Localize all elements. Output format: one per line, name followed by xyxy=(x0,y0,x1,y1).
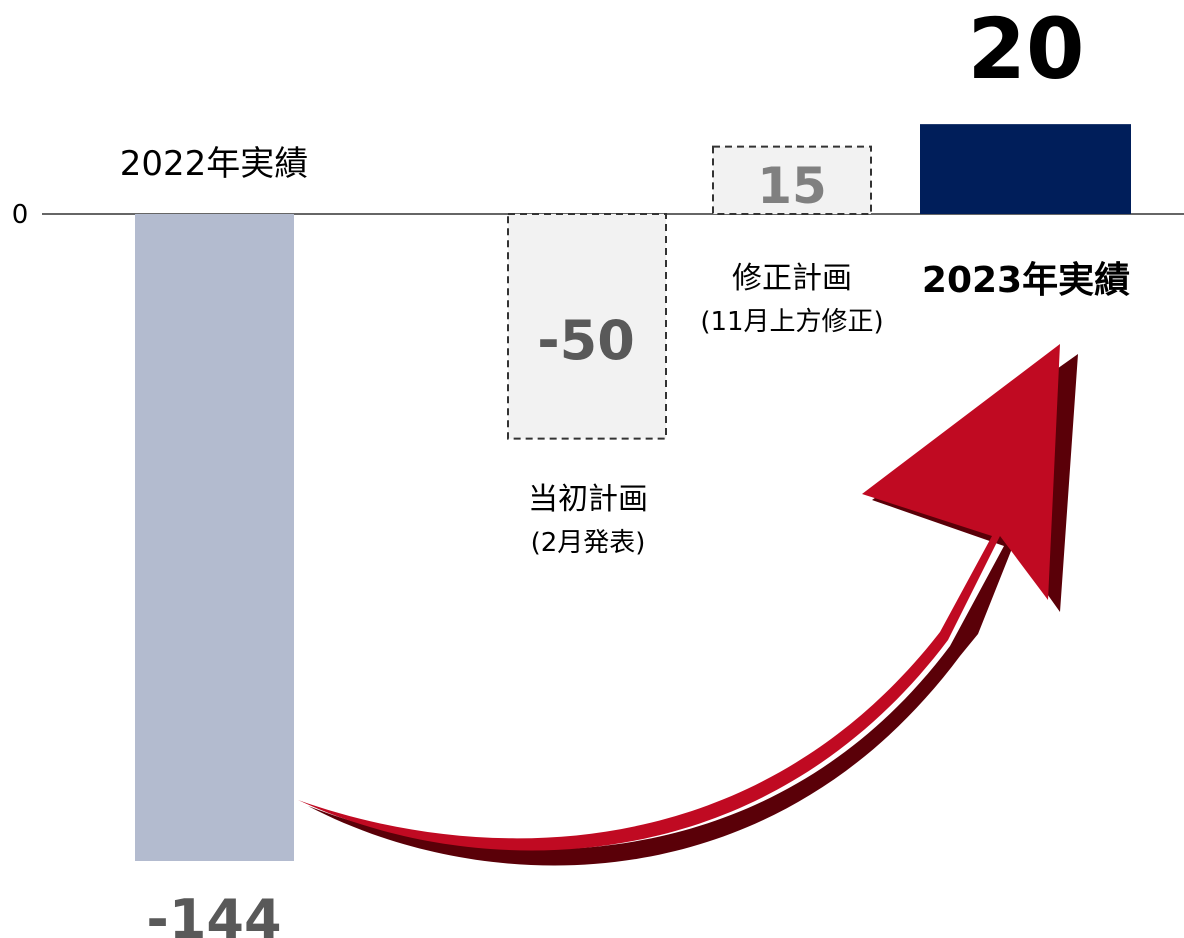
recovery-arrow xyxy=(298,344,1060,851)
category-label-2: 当初計画 xyxy=(528,482,648,517)
value-label-4: 20 xyxy=(968,0,1085,98)
bar-4 xyxy=(920,124,1131,214)
category-label-4: 2023年実績 xyxy=(922,260,1130,301)
value-label-3: 15 xyxy=(757,157,827,215)
arrow-shadow xyxy=(308,354,1078,866)
value-label-1: -144 xyxy=(146,888,281,938)
category-label-3: 修正計画 xyxy=(732,261,852,296)
value-label-2: -50 xyxy=(537,309,635,372)
category-sublabel-2: (2月発表) xyxy=(531,528,646,558)
bar-1 xyxy=(135,214,294,861)
bar-2 xyxy=(507,213,667,440)
y-tick-label-zero: 0 xyxy=(12,200,29,230)
category-sublabel-3: (11月上方修正) xyxy=(700,307,883,337)
bar-3 xyxy=(712,145,872,216)
category-label-1: 2022年実績 xyxy=(120,144,309,184)
